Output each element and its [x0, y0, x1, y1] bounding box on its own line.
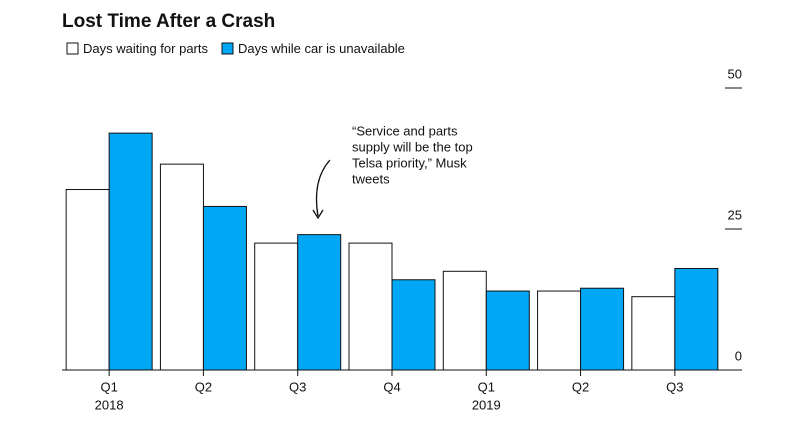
x-tick-label: Q2: [572, 379, 589, 394]
annotation: tweets: [352, 171, 390, 186]
annotation-arrowhead: [312, 209, 324, 220]
bar: [485, 290, 530, 371]
legend-label: Days while car is unavailable: [238, 41, 405, 56]
bar: [442, 270, 487, 371]
bar: [631, 296, 676, 371]
annotation-arrow: [315, 159, 331, 217]
annotation: “Service and parts: [352, 123, 458, 138]
bar: [202, 205, 247, 371]
annotation: Telsa priority,” Musk: [352, 155, 467, 170]
legend-swatch: [66, 42, 79, 55]
x-tick-label: Q1: [100, 379, 117, 394]
x-tick-label: Q3: [666, 379, 683, 394]
bar: [297, 234, 342, 371]
bar: [254, 242, 299, 371]
x-tick-label: Q2: [195, 379, 212, 394]
bar: [348, 242, 393, 371]
legend-label: Days waiting for parts: [83, 41, 208, 56]
x-year-label: 2018: [95, 397, 124, 412]
legend-swatch: [221, 42, 234, 55]
x-tick-label: Q3: [289, 379, 306, 394]
x-year-label: 2019: [472, 397, 501, 412]
y-tick-label: 0: [735, 348, 742, 363]
y-tick-label: 50: [728, 66, 742, 81]
x-tick-label: Q1: [478, 379, 495, 394]
bar: [108, 132, 153, 371]
bar: [580, 287, 625, 371]
bar: [391, 279, 436, 371]
bar: [537, 290, 582, 371]
chart-title: Lost Time After a Crash: [62, 11, 275, 32]
x-tick-label: Q4: [383, 379, 400, 394]
bar: [159, 163, 204, 371]
y-tick-label: 25: [728, 207, 742, 222]
annotation: supply will be the top: [352, 139, 473, 154]
bar: [65, 189, 110, 371]
bar: [674, 267, 719, 371]
